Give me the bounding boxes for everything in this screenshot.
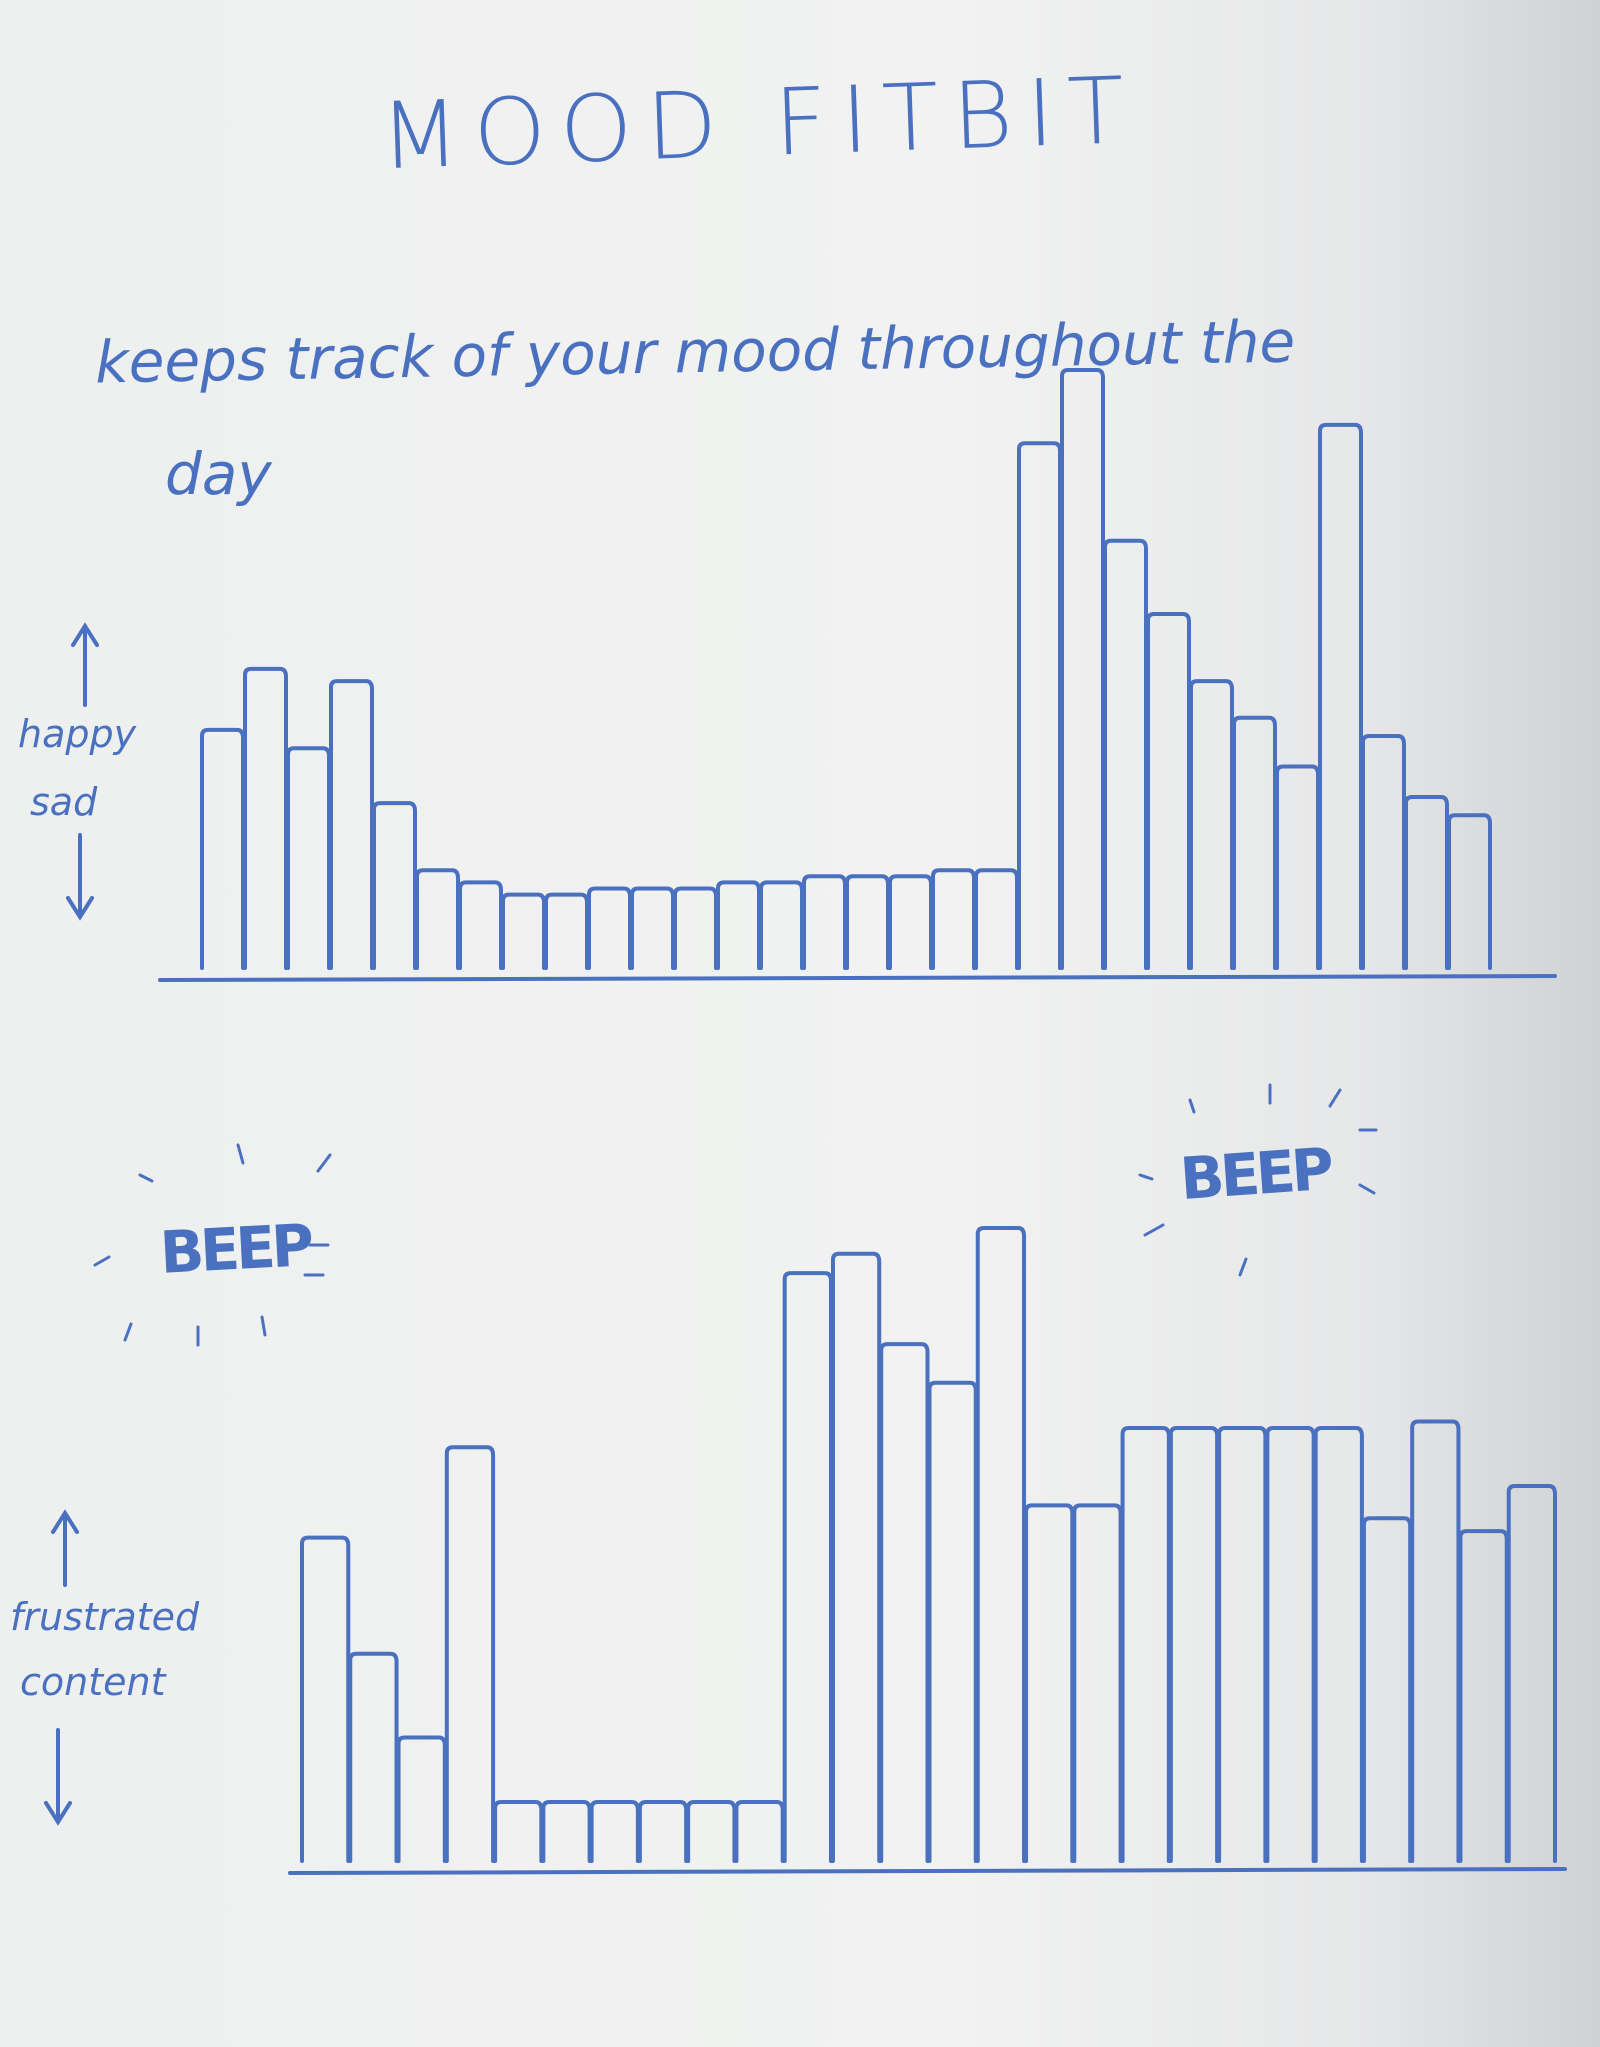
bar [1024,1503,1075,1863]
x-axis [158,974,1557,982]
bar [1410,1419,1461,1863]
x-axis [288,1867,1567,1875]
y-label-frustrated: frustrated [10,1595,200,1639]
bar [1506,1484,1557,1863]
arrow-down-icon [44,1728,72,1826]
bar [243,666,288,970]
bar [587,886,632,970]
bar [501,892,546,970]
bar [716,880,761,970]
bar [1017,441,1062,970]
bar [1189,679,1234,970]
bar [589,1800,640,1863]
bar [458,880,503,970]
bar [975,1226,1027,1863]
bar [1168,1425,1220,1863]
bar [630,886,675,970]
bar [1458,1529,1509,1863]
bar [931,868,976,970]
bar [396,1735,447,1863]
y-label-happy: happy [18,712,137,756]
bar [493,1800,544,1863]
bar [637,1800,689,1863]
bar [673,886,718,970]
bar [1361,1516,1413,1863]
bar [1447,813,1492,970]
bar [1060,368,1105,970]
bar [974,868,1019,970]
bar [1404,795,1449,970]
bar [845,874,890,970]
bar [372,801,417,970]
bar [300,1535,351,1863]
bar [1232,715,1277,970]
bar [415,868,460,970]
happy-sad-chart [158,368,1557,982]
bar [329,679,374,970]
frustrated-content-chart [288,1226,1567,1875]
bar [686,1800,737,1863]
bar [802,874,847,970]
bar [830,1251,882,1863]
bar [1275,764,1320,970]
bar [782,1271,833,1863]
bar [348,1651,399,1863]
bar [200,727,245,970]
bar [1103,538,1148,970]
arrow-up-icon [51,1509,79,1587]
y-label-sad: sad [30,780,98,824]
arrow-down-icon [66,833,94,921]
bar [1072,1503,1123,1863]
bar [1265,1425,1316,1863]
bar [541,1800,592,1863]
bar [927,1380,978,1863]
bar [1217,1425,1268,1863]
bar [1120,1425,1171,1863]
bar [444,1445,496,1863]
beep-rays-left [93,1143,332,1347]
subtitle-continued: day [165,440,272,508]
bar [879,1342,930,1863]
arrow-up-icon [71,622,99,707]
bar [544,892,589,970]
bar [759,880,804,970]
bar [888,874,933,970]
bar [1318,422,1363,970]
y-label-content: content [20,1660,166,1704]
bar [1146,612,1191,970]
bar [286,746,331,970]
beep-rays-right [1138,1083,1378,1277]
bar [1361,734,1406,970]
bar [1313,1425,1364,1863]
bar [734,1800,785,1863]
